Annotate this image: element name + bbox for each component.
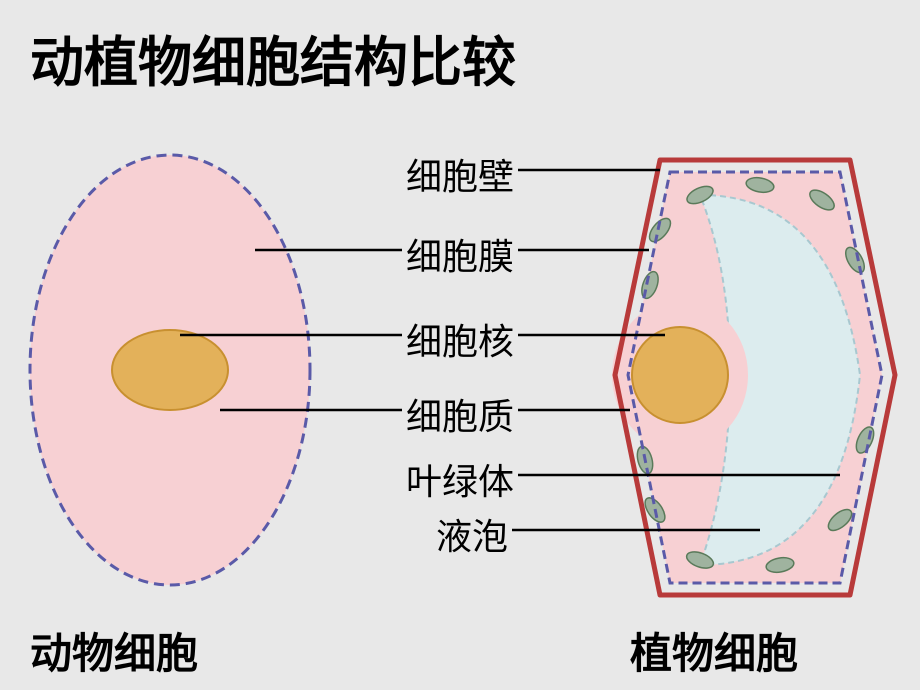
structure-label: 叶绿体 <box>406 453 514 505</box>
structure-label: 细胞质 <box>406 388 514 440</box>
animal-cell <box>30 155 310 585</box>
plant-cell-name: 植物细胞 <box>630 620 798 681</box>
structure-label: 细胞膜 <box>406 228 514 280</box>
structure-label: 细胞壁 <box>406 148 514 200</box>
structure-label: 细胞核 <box>406 313 514 365</box>
animal-cell-name: 动物细胞 <box>30 620 198 681</box>
structure-label: 液泡 <box>436 508 508 560</box>
